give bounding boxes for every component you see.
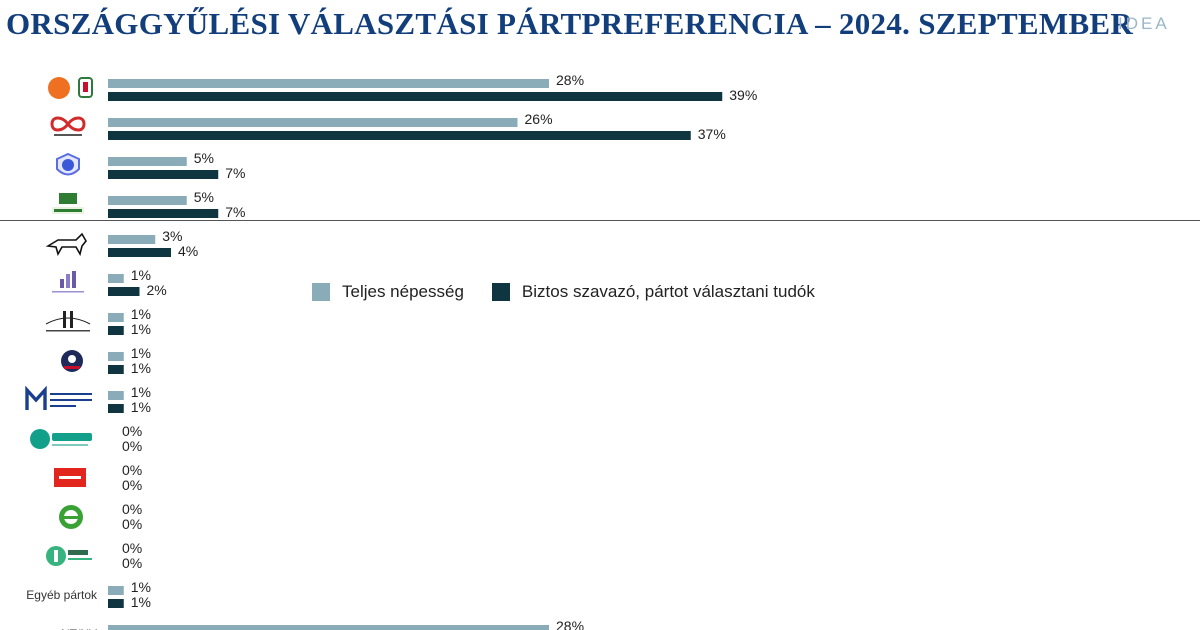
data-label-sure: 1%	[131, 594, 151, 610]
jobbik-logo	[30, 429, 92, 449]
bridge-logo	[45, 311, 91, 332]
group-separator	[0, 220, 1200, 221]
data-label-sure: 37%	[698, 126, 726, 142]
data-label-sure: 1%	[131, 360, 151, 376]
bar-sure	[108, 92, 723, 101]
dk-logo	[56, 152, 80, 176]
data-label-total: 1%	[131, 345, 151, 361]
data-label-total: 0%	[122, 540, 142, 556]
momentum-logo	[52, 271, 84, 293]
round-emblem-logo	[61, 350, 83, 372]
bar-sure	[108, 404, 124, 413]
data-label-total: 28%	[556, 72, 584, 88]
legend-label-total: Teljes népesség	[342, 282, 464, 301]
bar-sure	[108, 326, 124, 335]
mi-hazank-logo	[52, 193, 84, 214]
bar-total	[108, 235, 156, 244]
data-label-sure: 0%	[122, 438, 142, 454]
bar-sure	[108, 599, 124, 608]
data-label-total: 5%	[194, 150, 214, 166]
category-label: NT/NV	[61, 627, 97, 630]
bar-total	[108, 391, 124, 400]
data-label-total: 0%	[122, 423, 142, 439]
bar-total	[108, 274, 124, 283]
data-label-sure: 0%	[122, 555, 142, 571]
data-label-sure: 1%	[131, 399, 151, 415]
bar-total	[108, 157, 187, 166]
data-label-total: 1%	[131, 579, 151, 595]
bar-total	[108, 625, 549, 630]
legend-swatch-total	[312, 283, 330, 301]
data-label-sure: 1%	[131, 321, 151, 337]
data-label-sure: 39%	[729, 87, 757, 103]
parbeszed-zoldek-logo	[59, 505, 83, 529]
bar-sure	[108, 131, 691, 140]
bar-sure	[108, 287, 140, 296]
tisza-part-logo	[50, 116, 86, 136]
legend-item-sure: Biztos szavazó, pártot választani tudók	[491, 282, 815, 302]
data-label-total: 1%	[131, 267, 151, 283]
data-label-total: 26%	[525, 111, 553, 127]
lmp-logo	[46, 546, 92, 566]
data-label-sure: 7%	[225, 204, 245, 220]
data-label-total: 0%	[122, 501, 142, 517]
data-label-total: 1%	[131, 306, 151, 322]
bar-total	[108, 79, 549, 88]
bar-total	[108, 196, 187, 205]
bar-total	[108, 118, 518, 127]
page-title: ORSZÁGGYŰLÉSI VÁLASZTÁSI PÁRTPREFERENCIA…	[6, 6, 1134, 41]
bar-total	[108, 313, 124, 322]
data-label-sure: 0%	[122, 477, 142, 493]
category-label: Egyéb pártok	[26, 588, 98, 602]
data-label-total: 5%	[194, 189, 214, 205]
mkkp-dog-logo	[45, 232, 87, 257]
mszp-logo	[54, 468, 86, 487]
bar-sure	[108, 170, 219, 179]
data-label-total: 1%	[131, 384, 151, 400]
data-label-total: 0%	[122, 462, 142, 478]
data-label-total: 3%	[162, 228, 182, 244]
fidesz-kdnp-logo	[48, 77, 93, 99]
legend-swatch-sure	[491, 283, 510, 301]
bar-sure	[108, 209, 219, 218]
legend-label-sure: Biztos szavazó, pártot választani tudók	[521, 282, 815, 301]
bar-total	[108, 352, 124, 361]
data-label-sure: 7%	[225, 165, 245, 181]
brand-logo: IDEA	[1118, 14, 1170, 33]
legend: Teljes népesség Biztos szavazó, pártot v…	[312, 282, 843, 302]
data-label-sure: 2%	[147, 282, 167, 298]
bar-sure	[108, 248, 171, 257]
bar-total	[108, 586, 124, 595]
mindenki-magyarorszaga-logo	[25, 385, 92, 410]
data-label-total: 28%	[556, 618, 584, 630]
data-label-sure: 4%	[178, 243, 198, 259]
legend-item-total: Teljes népesség	[312, 282, 464, 302]
bar-sure	[108, 365, 124, 374]
data-label-sure: 0%	[122, 516, 142, 532]
